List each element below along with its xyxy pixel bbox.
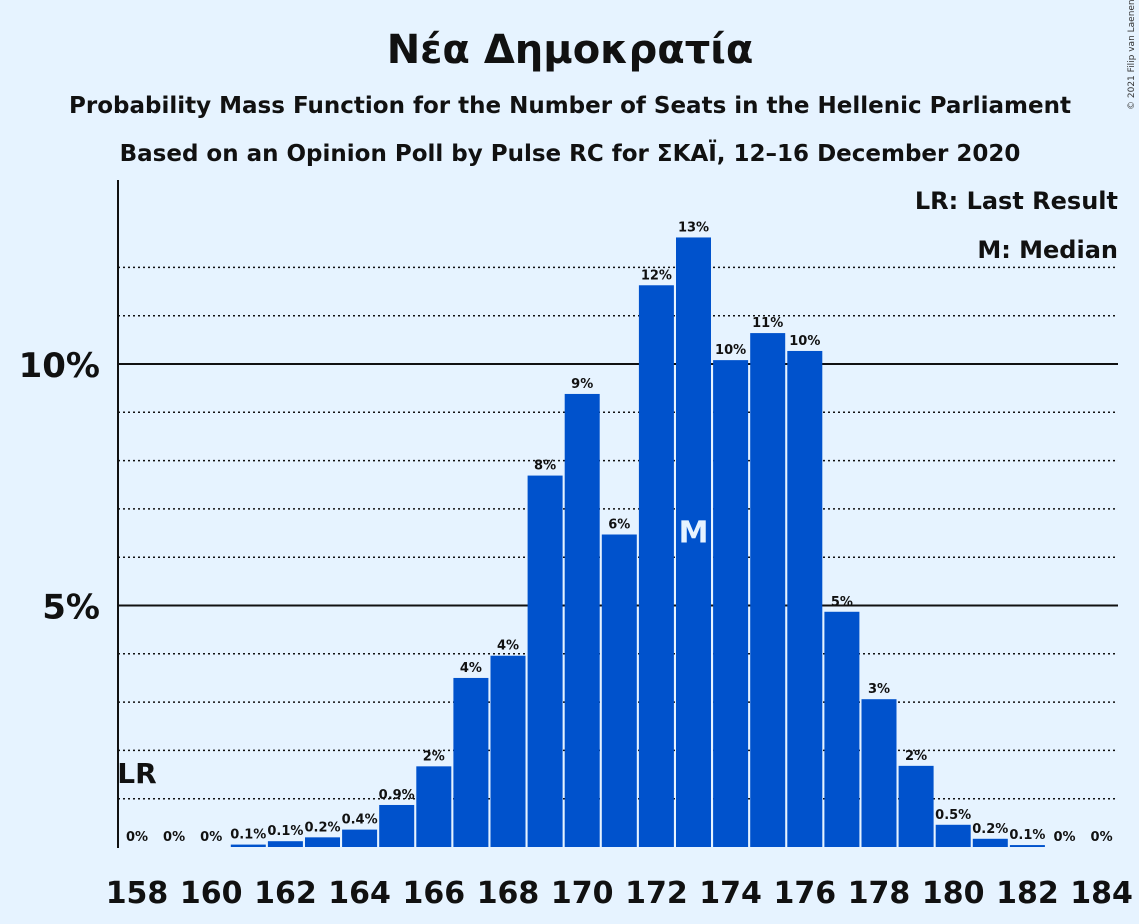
bars — [230, 237, 1045, 848]
bar — [416, 766, 452, 847]
bar-value-label: 0% — [126, 830, 148, 845]
bar-value-label: 4% — [460, 661, 482, 676]
bar-value-label: 2% — [423, 749, 445, 764]
last-result-marker: LR — [117, 757, 156, 790]
x-tick-label: 172 — [625, 876, 688, 911]
bar — [935, 824, 971, 847]
bar-value-label: 2% — [905, 749, 927, 764]
bar-value-label: 0% — [200, 830, 222, 845]
y-axis-ticks: 5% 10% — [19, 346, 100, 628]
y-tick-label: 5% — [42, 588, 100, 628]
x-tick-label: 164 — [328, 876, 391, 911]
bar-value-label: 4% — [497, 639, 519, 654]
x-tick-label: 160 — [180, 876, 243, 911]
x-tick-label: 166 — [402, 876, 465, 911]
bar-value-label: 6% — [608, 517, 630, 532]
y-tick-label: 10% — [19, 346, 100, 386]
bar — [564, 393, 600, 847]
bar-value-label: 0% — [1091, 830, 1113, 845]
chart-subtitle-source: Based on an Opinion Poll by Pulse RC for… — [120, 139, 1021, 167]
bar — [638, 285, 674, 847]
bar-value-label: 13% — [678, 220, 709, 235]
bar-value-label: 5% — [831, 595, 853, 610]
bar-value-label: 0.4% — [342, 813, 378, 828]
bar — [453, 677, 489, 847]
bar-value-label: 0.2% — [304, 820, 340, 835]
bar-value-label: 0.2% — [972, 822, 1008, 837]
bar-value-label: 0.1% — [230, 828, 266, 843]
bar — [750, 333, 786, 847]
copyright-notice: © 2021 Filip van Laenen — [1127, 0, 1137, 110]
bar-value-label: 0.1% — [267, 824, 303, 839]
bar-value-label: 10% — [789, 334, 820, 349]
x-tick-label: 176 — [773, 876, 836, 911]
bar-value-label: 9% — [571, 377, 593, 392]
chart-subtitle: Probability Mass Function for the Number… — [69, 93, 1071, 119]
x-tick-label: 178 — [848, 876, 911, 911]
bar — [898, 765, 934, 847]
bar — [676, 237, 711, 848]
bar — [342, 829, 378, 847]
x-tick-label: 184 — [1070, 876, 1133, 911]
x-tick-label: 174 — [699, 876, 762, 911]
bar — [1009, 845, 1045, 847]
bar-value-label: 10% — [715, 343, 746, 358]
bar — [230, 844, 266, 847]
bar — [490, 655, 526, 847]
bar — [305, 837, 340, 847]
bar — [972, 838, 1008, 847]
chart-title: Νέα Δημοκρατία — [387, 27, 754, 73]
legend-median: M: Median — [977, 236, 1118, 264]
x-tick-label: 158 — [106, 876, 169, 911]
bar — [787, 350, 823, 847]
bar — [824, 611, 860, 847]
bar — [601, 534, 637, 847]
legend-last-result: LR: Last Result — [915, 187, 1118, 215]
x-tick-label: 162 — [254, 876, 317, 911]
bar-value-label: 0.5% — [935, 808, 971, 823]
bar — [267, 841, 303, 847]
bar-value-label: 12% — [641, 268, 672, 283]
x-tick-label: 168 — [477, 876, 540, 911]
bar-value-label: 11% — [752, 316, 783, 331]
x-axis-ticks: 158 160 162 164 166 168 170 172 174 176 178 180 182 1… — [106, 876, 1133, 911]
bar — [527, 475, 563, 847]
x-tick-label: 170 — [551, 876, 614, 911]
bar-value-label: 0.9% — [379, 788, 415, 803]
bar-value-label: 0.1% — [1009, 828, 1045, 843]
x-tick-label: 180 — [922, 876, 985, 911]
bar-value-label: 0% — [1053, 830, 1075, 845]
bar — [379, 804, 415, 847]
bar-labels: 0% 0% 0% 0.1% 0.1% 0.2%0.4%0.9%2%4%4%8%9%6%12… — [117, 220, 1112, 845]
bar-value-label: 3% — [868, 682, 890, 697]
median-marker: M — [679, 516, 709, 551]
bar — [713, 360, 749, 847]
x-tick-label: 182 — [996, 876, 1059, 911]
bar-value-label: 8% — [534, 459, 556, 474]
bar-value-label: 0% — [163, 830, 185, 845]
bar — [861, 699, 897, 847]
